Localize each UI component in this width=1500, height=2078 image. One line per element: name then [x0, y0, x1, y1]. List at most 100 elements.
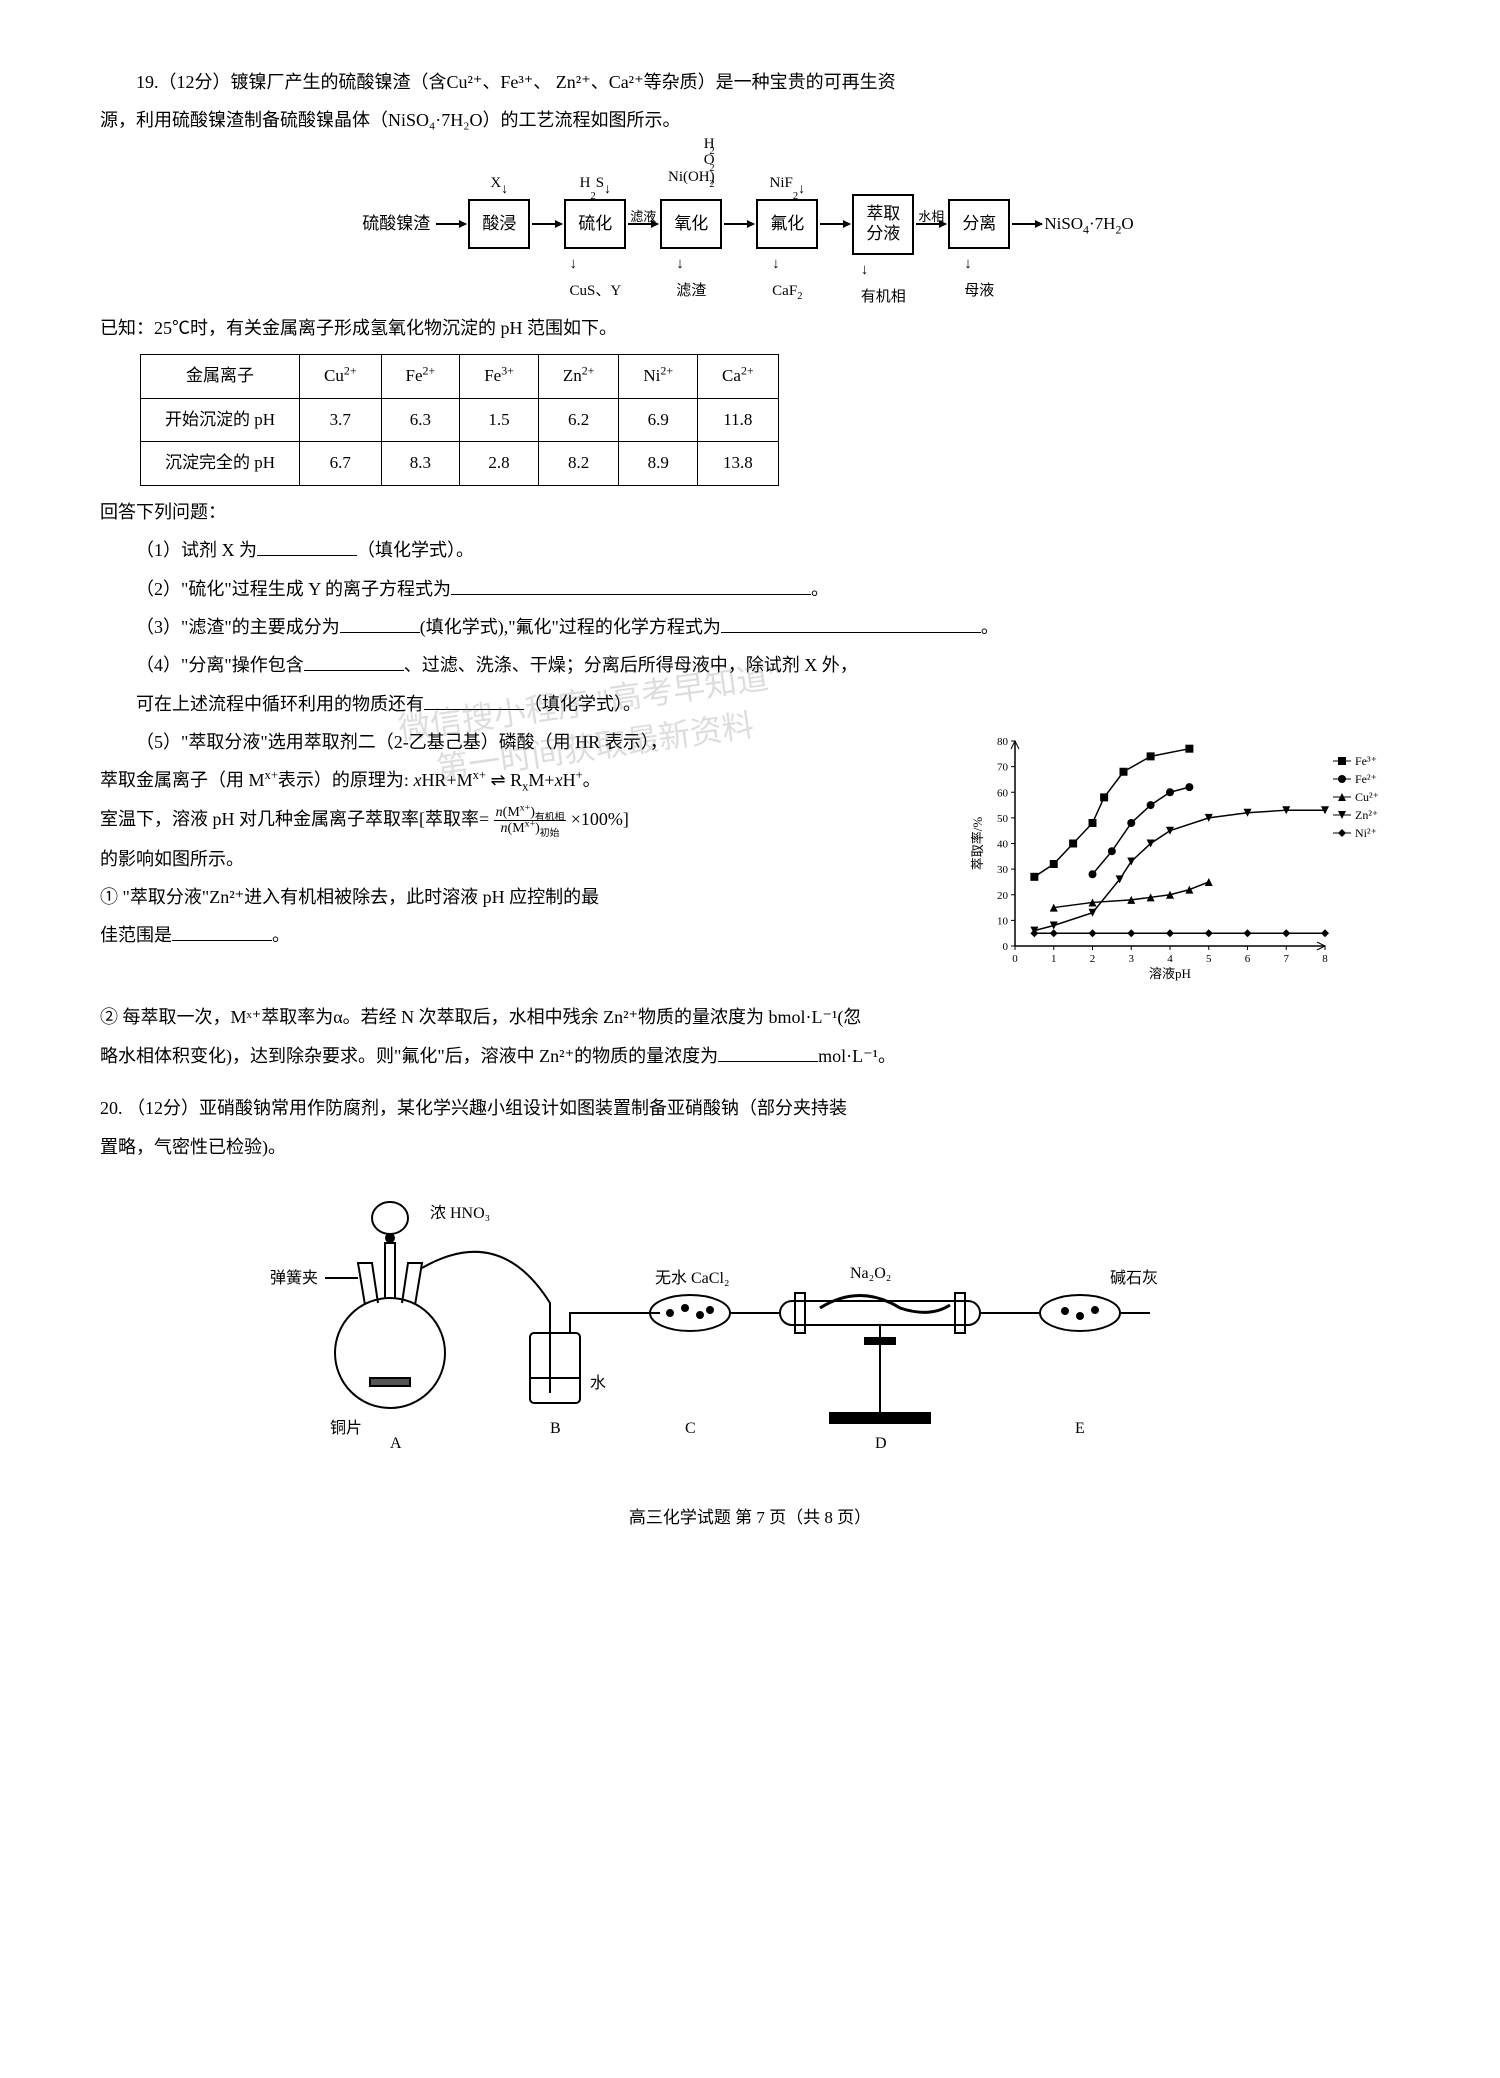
th: Zn2+ [538, 354, 619, 398]
td: 沉淀完全的 pH [141, 442, 300, 486]
td: 8.3 [381, 442, 460, 486]
blank [340, 612, 420, 633]
table-row: 开始沉淀的 pH 3.7 6.3 1.5 6.2 6.9 11.8 [141, 398, 779, 442]
label-na2o2: Na₂O₂ [850, 1265, 891, 1282]
blank [304, 651, 404, 672]
flow-top: H2S [580, 157, 611, 197]
label-water: 水 [590, 1374, 606, 1392]
flow-bottom: ↓CuS、Y [569, 251, 621, 291]
th: Fe3+ [460, 354, 539, 398]
svg-text:8: 8 [1322, 953, 1328, 965]
td: 13.8 [698, 442, 779, 486]
flow-box: 硫化 [564, 199, 626, 250]
td: 开始沉淀的 pH [141, 398, 300, 442]
label-copper: 铜片 [330, 1419, 362, 1437]
text: ×100%] [571, 809, 629, 829]
label-B: B [550, 1420, 561, 1437]
th: Cu2+ [300, 354, 382, 398]
svg-text:Zn²⁺: Zn²⁺ [1355, 808, 1378, 822]
text: （填化学式）。 [524, 694, 641, 714]
svg-text:溶液pH: 溶液pH [1149, 966, 1191, 981]
arrow [724, 223, 754, 225]
q19-sub2: （2）"硫化"过程生成 Y 的离子方程式为。 [100, 573, 1400, 605]
label-C: C [685, 1420, 696, 1437]
label-lime: 碱石灰 [1110, 1269, 1158, 1287]
label-A: A [390, 1435, 402, 1452]
apparatus-svg: 浓 HNO₃ 弹簧夹 铜片 A 水 B 无水 CaCl₂ C Na₂O₂ D 碱… [250, 1183, 1250, 1463]
svg-text:1: 1 [1051, 953, 1057, 965]
q20-points: （12分） [127, 1098, 199, 1118]
arrow [1012, 223, 1042, 225]
text: 、过滤、洗涤、干燥；分离后所得母液中，除试剂 X 外， [404, 655, 858, 675]
text: （2）"硫化"过程生成 Y 的离子方程式为 [136, 579, 451, 599]
flow-step-1: X 酸浸 [468, 157, 530, 292]
q19-points: （12分） [159, 72, 231, 92]
flow-step-3: H2O2 Ni(OH)2调pH ↓ 氧化 ↓滤渣 [660, 157, 722, 292]
q19-known: 已知：25℃时，有关金属离子形成氢氧化物沉淀的 pH 范围如下。 [100, 312, 1400, 344]
svg-text:4: 4 [1167, 953, 1173, 965]
th: Fe2+ [381, 354, 460, 398]
label-hno3: 浓 HNO₃ [430, 1204, 490, 1222]
svg-text:80: 80 [997, 736, 1009, 748]
svg-text:3: 3 [1129, 953, 1135, 965]
flow-bottom: ↓有机相 [861, 257, 906, 297]
text: （填化学式）。 [357, 540, 474, 560]
apparatus-diagram: 浓 HNO₃ 弹簧夹 铜片 A 水 B 无水 CaCl₂ C Na₂O₂ D 碱… [100, 1183, 1400, 1473]
page-footer: 高三化学试题 第 7 页（共 8 页） [100, 1503, 1400, 1534]
flow-top: H2O2 Ni(OH)2调pH ↓ [668, 157, 715, 197]
svg-text:5: 5 [1206, 953, 1212, 965]
q20-line2: 置略，气密性已检验)。 [100, 1131, 1400, 1163]
label-D: D [875, 1435, 887, 1452]
td: 3.7 [300, 398, 382, 442]
blank [172, 921, 272, 942]
flow-bottom: ↓母液 [964, 251, 994, 291]
td: 8.9 [619, 442, 698, 486]
q19-intro: 19.（12分）镀镍厂产生的硫酸镍渣（含Cu²⁺、Fe³⁺、 Zn²⁺、Ca²⁺… [100, 66, 1400, 98]
text: 可在上述流程中循环利用的物质还有 [136, 694, 424, 714]
flow-bottom: ↓CaF2 [772, 251, 802, 291]
td: 6.9 [619, 398, 698, 442]
label-E: E [1075, 1420, 1085, 1437]
q20-line1: 亚硝酸钠常用作防腐剂，某化学兴趣小组设计如图装置制备亚硝酸钠（部分夹持装 [199, 1098, 847, 1118]
q19-sub5-2b: 略水相体积变化)，达到除杂要求。则"氟化"后，溶液中 Zn²⁺的物质的量浓度为m… [100, 1040, 1400, 1072]
blank [257, 535, 357, 556]
svg-text:20: 20 [997, 890, 1009, 902]
label-cacl2: 无水 CaCl₂ [655, 1269, 729, 1287]
svg-text:10: 10 [997, 915, 1009, 927]
td: 6.7 [300, 442, 382, 486]
td: 2.8 [460, 442, 539, 486]
flow-start: 硫酸镍渣 [362, 209, 430, 240]
th: Ca2+ [698, 354, 779, 398]
text: (填化学式),"氟化"过程的化学方程式为 [420, 617, 721, 637]
flow-end: NiSO4·7H2O [1044, 209, 1133, 240]
flow-box: 酸浸 [468, 199, 530, 250]
ph-table: 金属离子 Cu2+ Fe2+ Fe3+ Zn2+ Ni2+ Ca2+ 开始沉淀的… [140, 354, 779, 486]
flow-step-2: H2S 硫化 ↓CuS、Y [564, 157, 626, 292]
blank [718, 1041, 818, 1062]
th: Ni2+ [619, 354, 698, 398]
td: 6.3 [381, 398, 460, 442]
chart-svg: 01234567801020304050607080溶液pH萃取率/%Fe³⁺F… [970, 731, 1400, 981]
svg-text:0: 0 [1012, 953, 1018, 965]
svg-text:Ni²⁺: Ni²⁺ [1355, 826, 1377, 840]
flow-top: X [490, 157, 508, 197]
svg-text:50: 50 [997, 813, 1009, 825]
q20-number: 20. [100, 1098, 123, 1118]
blank [721, 612, 981, 633]
flow-bottom: ↓滤渣 [676, 251, 706, 291]
svg-text:6: 6 [1245, 953, 1251, 965]
text: （1）试剂 X 为 [136, 540, 257, 560]
answer-prompt: 回答下列问题： [100, 496, 1400, 528]
td: 8.2 [538, 442, 619, 486]
flow-box: 萃取分液 [852, 194, 914, 255]
flow-box: 氟化 [756, 199, 818, 250]
svg-text:Fe³⁺: Fe³⁺ [1355, 754, 1377, 768]
blank [424, 689, 524, 710]
q19-intro-2: 源，利用硫酸镍渣制备硫酸镍晶体（NiSO₄·7H₂O）的工艺流程如图所示。 [100, 104, 1400, 136]
blank [451, 574, 811, 595]
text: 佳范围是 [100, 925, 172, 945]
q19-sub1: （1）试剂 X 为 （填化学式）。 [100, 534, 1400, 566]
arrow [820, 223, 850, 225]
arrow: 滤液 [628, 205, 658, 243]
q19-sub4b: 可在上述流程中循环利用的物质还有 （填化学式）。 [100, 688, 1400, 720]
